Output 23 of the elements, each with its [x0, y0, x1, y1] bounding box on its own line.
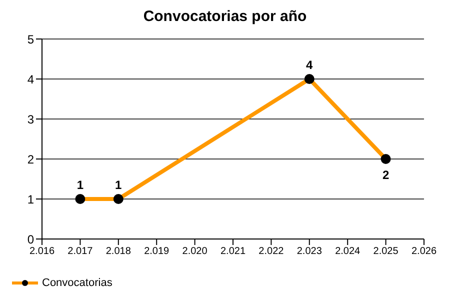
x-tick-label: 2.022 — [258, 246, 284, 258]
chart-title: Convocatorias por año — [142, 8, 308, 25]
x-tick-label: 2.017 — [68, 246, 94, 258]
x-tick-label: 2.016 — [29, 246, 55, 258]
y-tick-label: 1 — [27, 192, 34, 206]
y-tick-label: 3 — [27, 112, 34, 126]
data-label: 1 — [115, 178, 122, 192]
legend-label: Convocatorias — [42, 277, 112, 289]
y-tick-label: 0 — [27, 232, 34, 246]
x-tick-label: 2.025 — [373, 246, 399, 258]
x-tick-label: 2.026 — [411, 246, 437, 258]
x-tick-label: 2.021 — [220, 246, 246, 258]
x-tick-label: 2.024 — [335, 246, 361, 258]
y-tick-label: 2 — [27, 152, 34, 166]
data-label: 4 — [306, 58, 314, 72]
y-tick-label: 4 — [27, 72, 34, 86]
data-label: 1 — [76, 178, 84, 192]
y-tick-label: 5 — [27, 32, 34, 46]
x-tick-label: 2.020 — [182, 246, 208, 258]
x-tick-label: 2.018 — [106, 246, 132, 258]
x-tick-label: 2.019 — [144, 246, 170, 258]
x-tick-label: 2.023 — [296, 246, 322, 258]
data-label: 2 — [382, 168, 390, 182]
